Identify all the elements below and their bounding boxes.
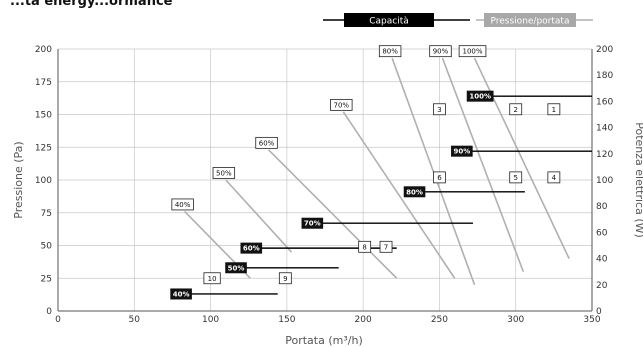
point-label-box — [433, 103, 446, 116]
capacity-line-label-box — [225, 262, 247, 274]
y-tick-label: 125 — [35, 143, 52, 153]
y2-tick-label: 160 — [596, 97, 613, 107]
y2-tick-label: 20 — [596, 281, 608, 291]
capacity-line-label: 90% — [453, 148, 470, 156]
x-axis-title: Portata (m³/h) — [285, 334, 362, 347]
y2-axis-title: Potenza elettrica (W) — [633, 122, 643, 238]
pressure-curve-label: 80% — [382, 48, 398, 56]
pressure-curve-label: 60% — [259, 139, 275, 147]
x-tick-label: 350 — [583, 315, 600, 325]
capacity-line-label-box — [301, 217, 324, 229]
y-tick-label: 25 — [41, 274, 52, 284]
x-tick-label: 100 — [202, 315, 219, 325]
point-label-box — [509, 171, 523, 184]
y-tick-label: 100 — [35, 176, 52, 186]
point-label-box — [433, 171, 446, 184]
y2-tick-label: 0 — [596, 307, 602, 317]
point-label: 8 — [362, 243, 366, 251]
pressure-curve-label-box — [378, 45, 402, 58]
heading-fragment: ...ta energy...ormance — [10, 0, 173, 9]
legend: Capacità Pressione/portata — [323, 13, 593, 27]
pressure-curve-label: 50% — [216, 170, 232, 178]
capacity-lines: 40% 50% 60% 70% 80% 90% 100% — [170, 90, 592, 300]
pressure-curve-label: 70% — [334, 101, 350, 109]
capacity-line-label: 70% — [304, 220, 321, 228]
y-tick-label: 175 — [35, 78, 52, 88]
y-tick-label: 75 — [41, 209, 52, 219]
point-label: 5 — [513, 174, 517, 182]
y2-tick-label: 100 — [596, 176, 613, 186]
pressure-curve-label-box — [330, 98, 353, 111]
y-tick-label: 0 — [46, 307, 52, 317]
point-label: 6 — [437, 174, 442, 182]
pressure-curve-60% — [267, 149, 398, 279]
point-label-box — [547, 103, 561, 116]
capacity-line-label: 40% — [173, 290, 190, 298]
capacity-line-label: 50% — [228, 264, 245, 272]
point-label: 4 — [552, 174, 557, 182]
y2-tick-label: 140 — [596, 124, 613, 134]
pressure-curve-label-box — [212, 167, 236, 179]
y2-tick-label: 60 — [596, 228, 608, 238]
pressure-curve-50% — [225, 179, 293, 253]
pressure-curves: 40% 50% 60% 70% 80% 90% 100% — [171, 45, 570, 286]
pressure-curve-label-box — [255, 136, 278, 149]
capacity-line-label-box — [451, 145, 473, 157]
legend-pressure-label: Pressione/portata — [491, 17, 570, 27]
y2-tick-label: 120 — [596, 150, 613, 160]
point-label: 9 — [283, 275, 287, 283]
legend-pressure-swatch — [484, 13, 576, 27]
point-label-box — [509, 103, 523, 116]
pressure-curve-label-box — [429, 45, 452, 58]
point-labels: 1 2 3 4 5 6 7 8 9 10 — [203, 103, 561, 285]
point-label-box — [547, 171, 561, 184]
point-label-box — [278, 272, 292, 285]
x-tick-label: 300 — [507, 315, 524, 325]
y2-tick-label: 80 — [596, 202, 608, 212]
pressure-curve-label-box — [458, 45, 487, 58]
y-tick-label: 50 — [41, 242, 53, 252]
y-tick-label: 200 — [35, 45, 52, 55]
point-label: 10 — [208, 275, 217, 283]
x-tick-label: 50 — [129, 315, 141, 325]
capacity-line-label-box — [170, 288, 192, 300]
point-label-box — [203, 272, 221, 285]
x-tick-label: 0 — [55, 315, 61, 325]
y2-tick-label: 40 — [596, 255, 608, 265]
x-tick-label: 250 — [431, 315, 448, 325]
point-label-box — [358, 240, 372, 253]
axes: 0 50 100 150 200 250 300 3500255075100125150175… — [35, 45, 614, 325]
capacity-line-label-box — [240, 242, 263, 254]
y2-tick-label: 180 — [596, 71, 613, 81]
point-label: 3 — [437, 106, 441, 114]
point-label: 2 — [513, 106, 517, 114]
y2-tick-label: 200 — [596, 45, 613, 55]
pressure-curve-90% — [441, 57, 525, 272]
pressure-curve-label: 90% — [433, 48, 449, 56]
point-label: 1 — [552, 106, 556, 114]
pressure-curve-label: 100% — [463, 48, 483, 56]
y-tick-label: 150 — [35, 111, 52, 121]
legend-capacity-swatch — [344, 13, 434, 27]
pressure-curve-70% — [342, 111, 456, 279]
legend-capacity-label: Capacità — [369, 17, 409, 27]
capacity-line-label: 100% — [469, 93, 491, 101]
capacity-line-label: 60% — [243, 245, 260, 253]
point-label: 7 — [384, 243, 388, 251]
capacity-line-label: 80% — [406, 188, 423, 196]
y-axis-title: Pressione (Pa) — [12, 141, 25, 218]
x-tick-label: 150 — [278, 315, 295, 325]
capacity-line-label-box — [466, 90, 494, 102]
capacity-line-label-box — [403, 186, 426, 198]
pressure-curve-label: 40% — [175, 201, 191, 209]
pressure-curve-label-box — [171, 198, 194, 211]
point-label-box — [379, 240, 393, 253]
x-tick-label: 200 — [355, 315, 372, 325]
pressure-curve-100% — [473, 57, 570, 259]
